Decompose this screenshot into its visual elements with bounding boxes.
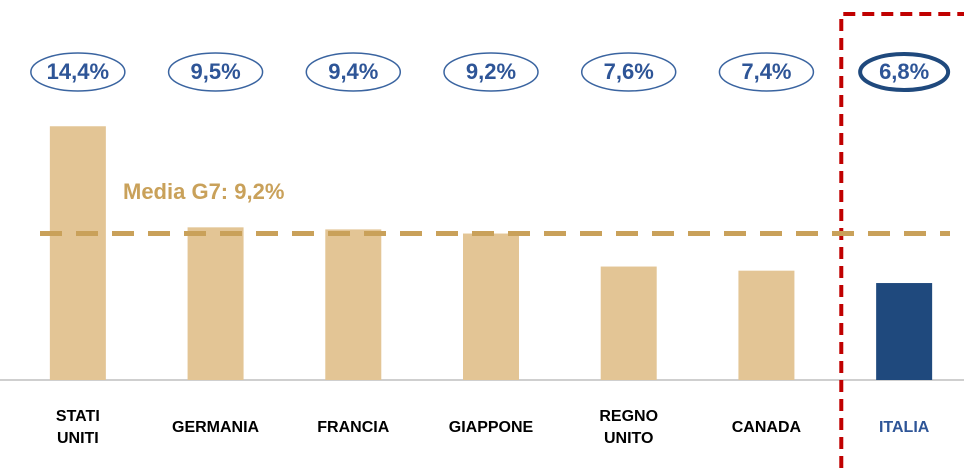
bar	[49, 126, 106, 380]
x-tick-label: GIAPPONE	[422, 398, 560, 458]
value-label: 9,2%	[466, 59, 516, 84]
x-tick-text: ITALIA	[878, 419, 930, 437]
value-oval	[443, 52, 539, 92]
highlight-box	[839, 12, 964, 468]
value-label: 6,8%	[879, 59, 929, 84]
value-label: 14,4%	[47, 59, 109, 84]
x-tick-label: GERMANIA	[147, 398, 285, 458]
value-oval	[858, 52, 951, 92]
x-tick-text: FRANCIA	[317, 419, 390, 437]
x-tick-label: ITALIA	[835, 398, 964, 458]
value-label: 9,4%	[328, 59, 378, 84]
x-tick-label: FRANCIA	[284, 398, 422, 458]
average-label: Media G7: 9,2%	[123, 179, 284, 204]
value-oval	[305, 52, 402, 92]
value-label: 9,5%	[190, 59, 240, 84]
bar	[738, 270, 795, 380]
x-tick-text: GIAPPONE	[448, 419, 534, 437]
value-oval	[580, 52, 677, 92]
x-tick-label: STATI UNITI	[9, 398, 147, 458]
x-tick-label: REGNO UNITO	[560, 398, 698, 458]
x-tick-text: STATI UNITI	[55, 408, 100, 447]
value-label: 7,4%	[741, 59, 791, 84]
x-tick-text: REGNO UNITO	[599, 408, 659, 447]
x-tick-text: CANADA	[731, 419, 802, 437]
value-oval	[718, 52, 815, 92]
x-tick-label: CANADA	[698, 398, 836, 458]
value-oval	[30, 52, 126, 92]
bar	[600, 266, 657, 380]
bar	[463, 233, 519, 380]
bar	[325, 229, 382, 380]
bar	[876, 283, 933, 380]
bar	[187, 227, 244, 380]
x-tick-text: GERMANIA	[172, 419, 260, 437]
value-oval	[167, 52, 264, 92]
value-label: 7,6%	[604, 59, 654, 84]
